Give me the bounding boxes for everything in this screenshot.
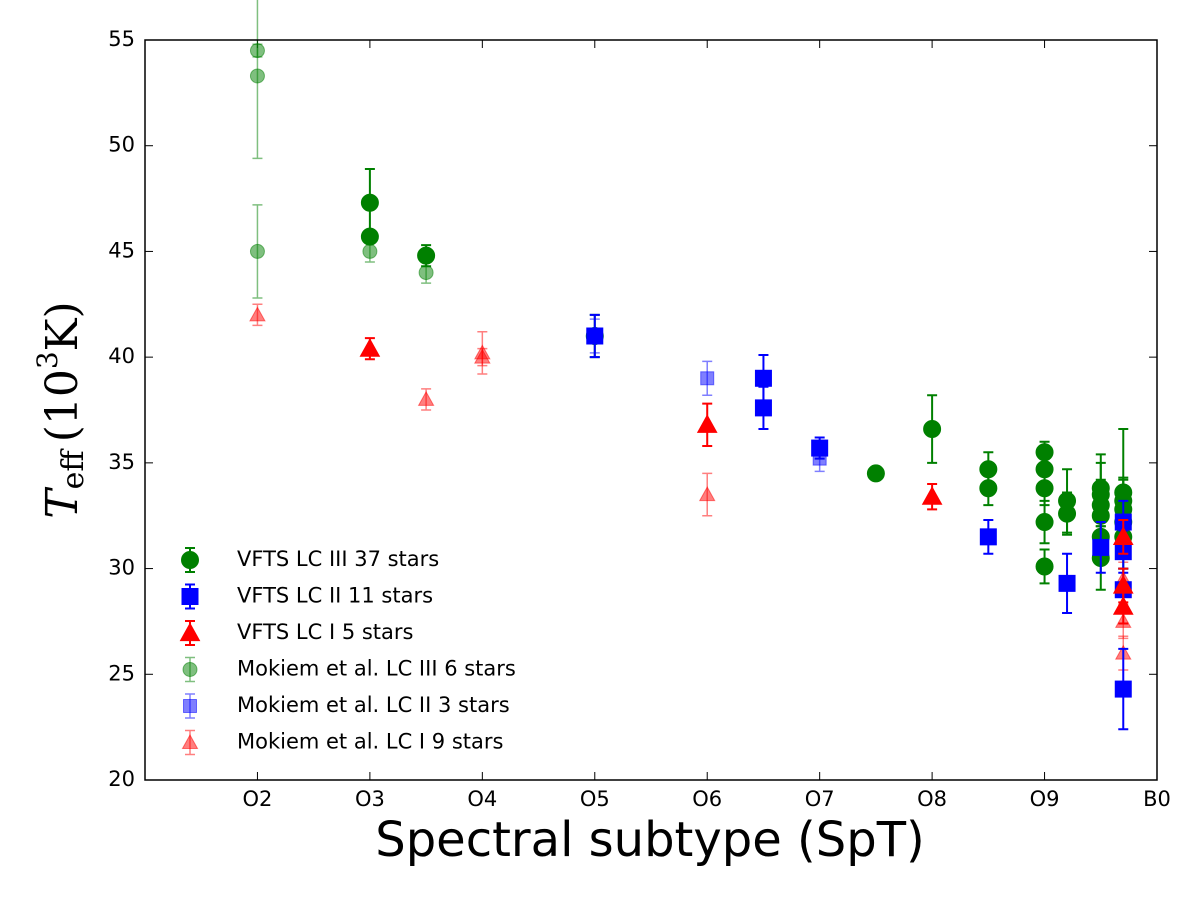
y-tick-label: 20 [108,767,135,791]
x-tick-label: O8 [917,787,947,811]
y-label-exponent: 3 [31,351,64,369]
legend-marker [179,622,201,642]
y-axis-label: Teff (103K) [31,301,92,518]
y-label-unit-end: K) [37,301,88,351]
data-point [418,265,434,281]
data-point [1035,479,1054,498]
data-point [979,528,997,546]
data-point [1092,538,1110,556]
data-point [249,243,265,259]
y-tick-label: 25 [108,661,135,685]
data-point [979,479,998,498]
data-point [923,420,942,439]
y-label-unit: (10 [37,369,88,442]
y-tick-label: 35 [108,450,135,474]
data-point [811,439,829,457]
legend-label: Mokiem et al. LC II 3 stars [237,693,510,717]
data-point [700,371,715,386]
legend-label: VFTS LC I 5 stars [237,620,413,644]
x-tick-label: O4 [467,787,497,811]
y-tick-label: 45 [108,238,135,262]
x-tick-label: O9 [1030,787,1060,811]
data-point [1035,443,1054,462]
legend-label: Mokiem et al. LC I 9 stars [237,730,503,754]
data-point [360,227,379,246]
data-point [754,399,772,417]
x-axis-label: Spectral subtype (SpT) [375,812,925,868]
data-point [1114,680,1132,698]
data-point [754,369,772,387]
y-label-symbol: T [37,486,88,519]
data-point [921,486,943,505]
data-point [249,306,266,322]
y-tick-label: 55 [108,27,135,51]
y-tick-label: 50 [108,133,135,157]
x-tick-label: O7 [805,787,835,811]
legend-marker [181,588,199,605]
data-point [1035,513,1054,532]
data-point [1035,557,1054,576]
x-tick-label: B0 [1143,787,1171,811]
legend-marker [181,733,199,749]
legend-label: VFTS LC III 37 stars [237,547,439,571]
data-point [249,43,265,59]
data-point [1112,596,1134,615]
legend-label: Mokiem et al. LC III 6 stars [237,657,516,681]
data-point [586,327,604,345]
data-point [1058,504,1077,523]
data-point [979,460,998,479]
data-point [417,390,435,406]
x-tick-label: O2 [242,787,272,811]
data-point [1112,574,1134,594]
legend-marker [182,662,198,677]
x-tick-label: O5 [580,787,610,811]
y-tick-label: 30 [108,556,135,580]
data-point [696,414,718,433]
plot-frame [144,39,1158,781]
y-tick-label: 40 [108,344,135,368]
x-tick-label: O3 [355,787,385,811]
data-point [1035,460,1054,479]
data-point [362,243,378,259]
data-point [1058,574,1076,592]
legend-marker [183,699,197,713]
data-point [359,338,381,357]
data-point [866,464,885,483]
data-point [360,193,379,212]
data-point [473,348,491,364]
data-point [1112,526,1134,545]
legend-marker [181,551,199,569]
data-point [249,68,265,84]
legend-label: VFTS LC II 11 stars [237,584,433,608]
x-tick-label: O6 [692,787,722,811]
data-point [698,486,716,502]
data-point [417,246,436,265]
y-label-subscript: eff [56,448,91,490]
